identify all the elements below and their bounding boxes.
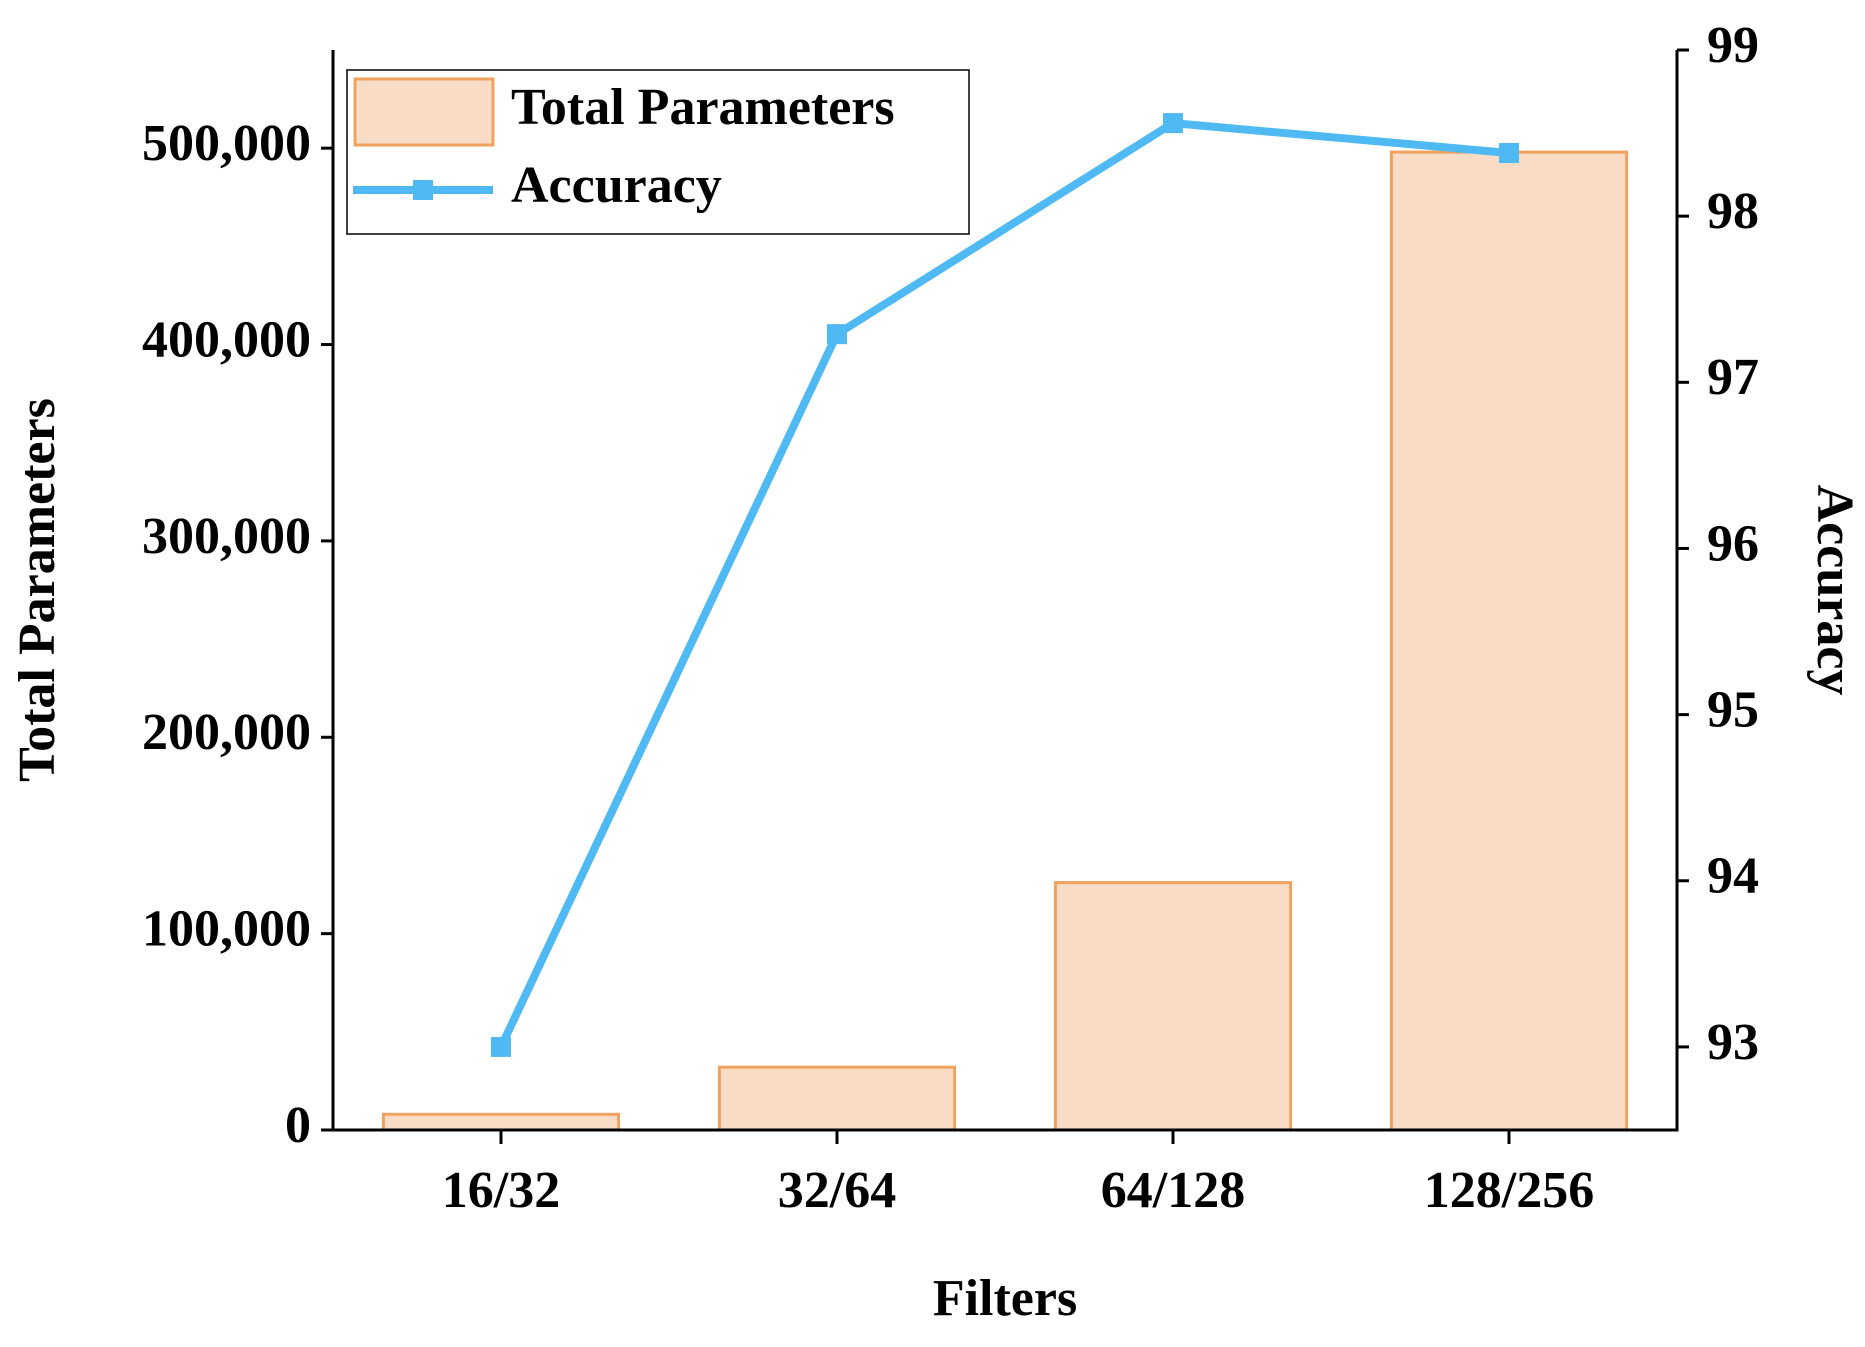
- y2-axis-title: Accuracy: [1806, 485, 1863, 696]
- y2-tick-label: 98: [1707, 183, 1759, 240]
- y-tick-label: 100,000: [142, 901, 311, 958]
- y-tick-label: 500,000: [142, 115, 311, 172]
- y-tick-label: 0: [285, 1097, 311, 1154]
- bar: [381, 1112, 621, 1132]
- y2-tick-label: 96: [1707, 515, 1759, 572]
- legend-label: Total Parameters: [511, 79, 895, 136]
- y2-tick-label: 97: [1707, 349, 1759, 406]
- bar: [1389, 150, 1629, 1132]
- y2-tick-label: 95: [1707, 682, 1759, 739]
- point: [1163, 113, 1183, 134]
- x-tick-label: 32/64: [778, 1162, 896, 1219]
- y2-tick-label: 99: [1707, 17, 1759, 74]
- legend-marker: [413, 180, 433, 200]
- x-axis-title: Filters: [933, 1270, 1077, 1327]
- point: [491, 1036, 511, 1057]
- point: [827, 324, 847, 345]
- axes: [331, 50, 1679, 1132]
- x-tick-label: 64/128: [1101, 1162, 1245, 1219]
- bar: [717, 1065, 957, 1132]
- y2-tick-label: 93: [1707, 1014, 1759, 1071]
- line: [497, 119, 1510, 1049]
- x-tick-label: 16/32: [442, 1162, 560, 1219]
- y-tick-label: 400,000: [142, 311, 311, 368]
- legend-label: Accuracy: [511, 157, 722, 214]
- point: [1499, 143, 1519, 164]
- bar: [1053, 881, 1293, 1132]
- x-tick-label: 128/256: [1424, 1162, 1594, 1219]
- y-tick-label: 300,000: [142, 508, 311, 565]
- y2-tick-label: 94: [1707, 848, 1759, 905]
- y-axis-title: Total Parameters: [9, 398, 66, 782]
- legend-swatch: [353, 77, 495, 147]
- y-tick-label: 200,000: [142, 704, 311, 761]
